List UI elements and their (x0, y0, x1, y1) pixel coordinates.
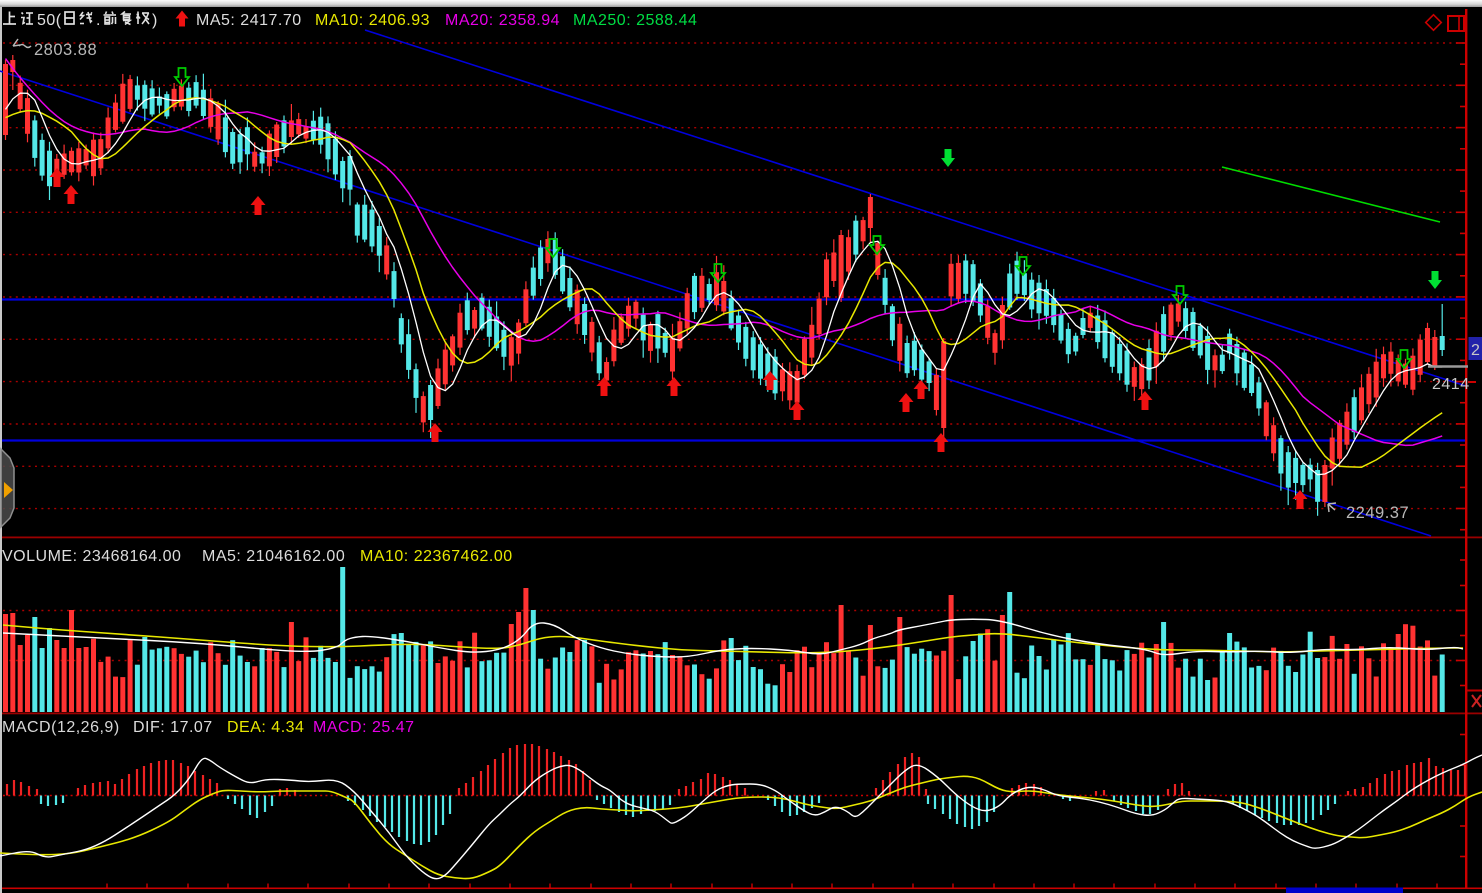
svg-text:MA5: 2417.70: MA5: 2417.70 (196, 12, 302, 29)
svg-text:2: 2 (1471, 342, 1480, 359)
svg-text:2803.88: 2803.88 (34, 41, 97, 59)
svg-text:MA250: 2588.44: MA250: 2588.44 (573, 12, 697, 29)
svg-text:.: . (96, 12, 101, 29)
svg-text:MACD: 25.47: MACD: 25.47 (313, 719, 415, 736)
svg-text:MA10: 2406.93: MA10: 2406.93 (315, 12, 430, 29)
svg-text:50(: 50( (37, 12, 62, 29)
svg-text:): ) (152, 12, 158, 29)
svg-text:MA10: 22367462.00: MA10: 22367462.00 (360, 548, 513, 565)
svg-text:DEA: 4.34: DEA: 4.34 (227, 719, 304, 736)
svg-text:2414: 2414 (1432, 376, 1470, 393)
svg-text:DIF: 17.07: DIF: 17.07 (133, 719, 213, 736)
svg-text:MA20: 2358.94: MA20: 2358.94 (445, 12, 560, 29)
svg-text:VOLUME: 23468164.00: VOLUME: 23468164.00 (2, 548, 181, 565)
svg-text:MA5: 21046162.00: MA5: 21046162.00 (202, 548, 345, 565)
svg-text:2249.37: 2249.37 (1346, 504, 1409, 522)
svg-text:MACD(12,26,9): MACD(12,26,9) (2, 719, 120, 736)
